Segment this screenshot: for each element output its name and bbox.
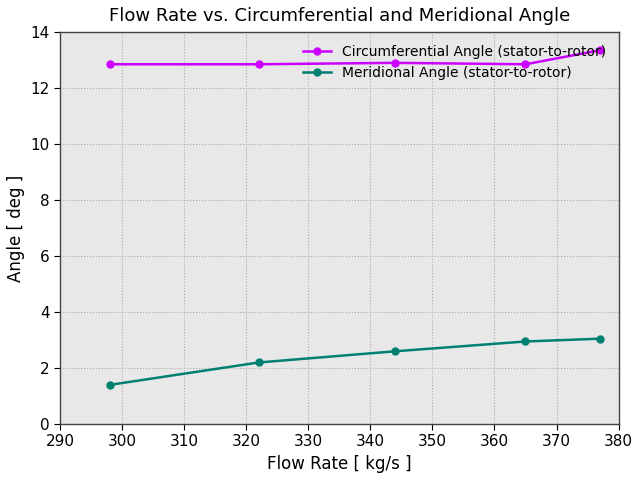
X-axis label: Flow Rate [ kg/s ]: Flow Rate [ kg/s ] [267, 455, 412, 473]
Meridional Angle (stator-to-rotor) [255, 360, 262, 365]
Title: Flow Rate vs. Circumferential and Meridional Angle: Flow Rate vs. Circumferential and Meridi… [109, 7, 570, 25]
Meridional Angle (stator-to-rotor) [596, 336, 604, 342]
Line: Meridional Angle (stator-to-rotor): Meridional Angle (stator-to-rotor) [106, 335, 604, 388]
Meridional Angle (stator-to-rotor) [522, 338, 529, 344]
Circumferential Angle (stator-to-rotor) [106, 61, 114, 67]
Circumferential Angle (stator-to-rotor) [255, 61, 262, 67]
Line: Circumferential Angle (stator-to-rotor): Circumferential Angle (stator-to-rotor) [106, 47, 604, 68]
Meridional Angle (stator-to-rotor) [392, 348, 399, 354]
Circumferential Angle (stator-to-rotor) [522, 61, 529, 67]
Circumferential Angle (stator-to-rotor) [392, 60, 399, 66]
Circumferential Angle (stator-to-rotor) [596, 48, 604, 53]
Legend: Circumferential Angle (stator-to-rotor), Meridional Angle (stator-to-rotor): Circumferential Angle (stator-to-rotor),… [298, 39, 612, 85]
Meridional Angle (stator-to-rotor) [106, 382, 114, 388]
Y-axis label: Angle [ deg ]: Angle [ deg ] [7, 174, 25, 282]
